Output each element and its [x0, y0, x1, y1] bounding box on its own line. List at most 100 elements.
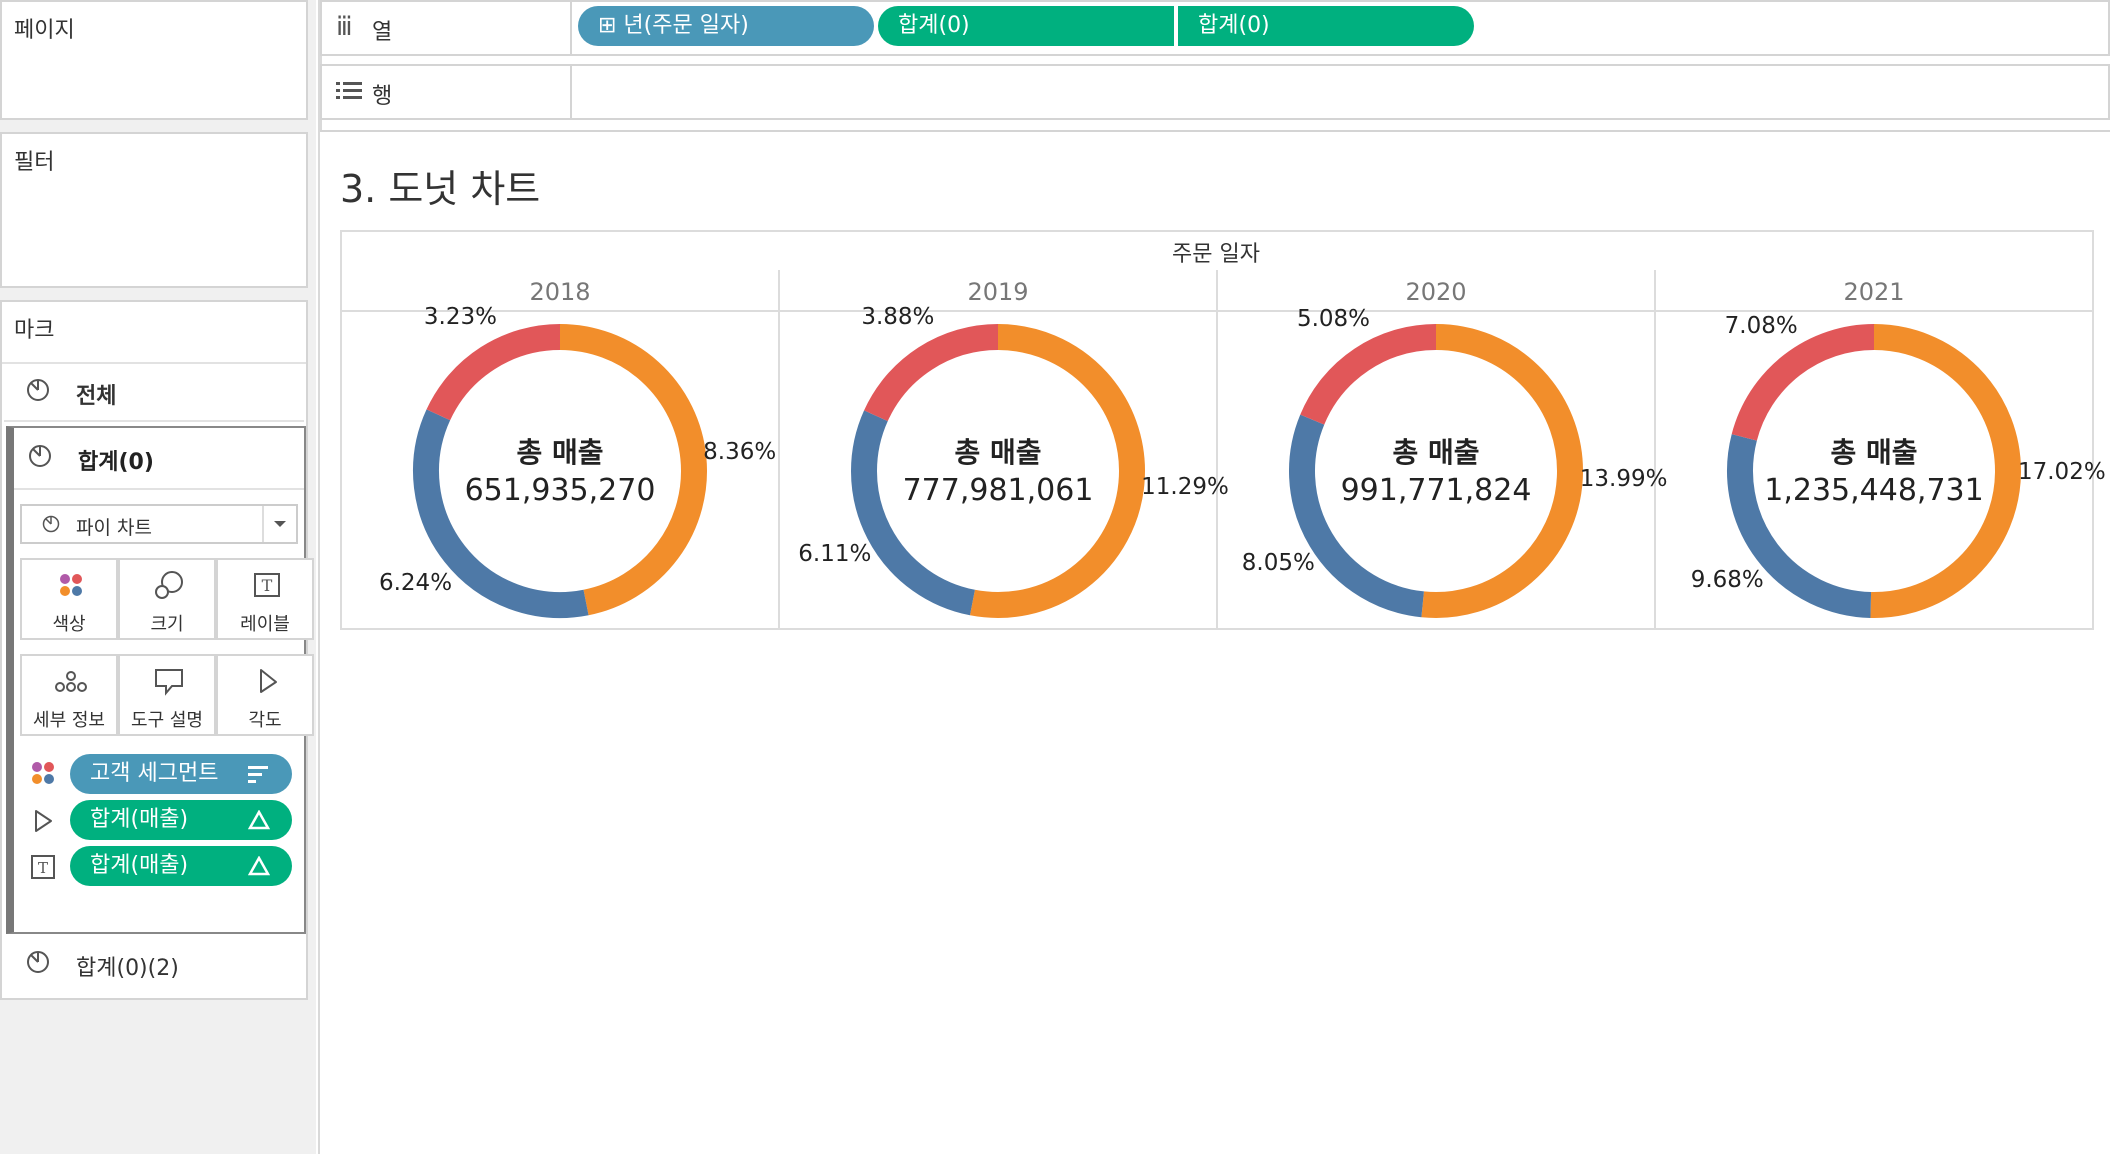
grid-vline-3: [1654, 270, 1656, 630]
donut-slice-2020-blue[interactable]: [1289, 414, 1425, 618]
marks-active-panel: 합계(0) 파이 차트 색상: [6, 426, 314, 934]
grid-vline-1: [778, 270, 780, 630]
marks-active-row[interactable]: 합계(0): [14, 428, 304, 490]
donut-slice-2018-red[interactable]: [426, 324, 561, 421]
size-card[interactable]: 크기: [118, 558, 216, 640]
columns-label: 열: [372, 20, 393, 45]
slice-label-2018-red: 3.23%: [423, 303, 497, 330]
sheet-canvas: [320, 130, 2110, 1156]
rows-shelf-label: 행: [322, 66, 572, 118]
field-pill-sum-sales-label[interactable]: 합계(매출): [70, 846, 292, 886]
column-pill-sum-2[interactable]: 합계(0): [1178, 6, 1474, 46]
year-label-2019: 2019: [967, 278, 1029, 306]
slice-label-2021-blue: 9.68%: [1690, 566, 1764, 593]
filters-card[interactable]: 필터: [0, 132, 308, 288]
center-title-2019: 총 매출: [954, 436, 1042, 469]
slice-label-2020-red: 5.08%: [1296, 305, 1371, 332]
pie-icon: [27, 379, 49, 401]
chevron-down-icon: [274, 521, 286, 527]
slice-label-2018-orange: 8.36%: [703, 439, 777, 466]
field-pill-segment-label: 고객 세그먼트: [90, 761, 219, 786]
column-pill-sum-1[interactable]: 합계(0): [878, 6, 1174, 46]
svg-text:T: T: [262, 576, 273, 595]
pages-card[interactable]: 페이지: [0, 0, 308, 120]
slice-label-2020-orange: 13.99%: [1579, 466, 1668, 493]
pane-bottom-line: [340, 628, 2094, 630]
slice-label-2018-blue: 6.24%: [378, 569, 453, 596]
marks-active-label: 합계(0): [78, 450, 154, 475]
columns-shelf-label: ⅲ 열: [322, 2, 572, 54]
text-label-icon: T: [31, 855, 55, 879]
sheet-title: 3. 도넛 차트: [340, 167, 541, 211]
mark-type-dropdown[interactable]: 파이 차트: [20, 504, 298, 544]
size-card-label: 크기: [150, 614, 184, 635]
donut-slice-2020-orange[interactable]: [1421, 324, 1583, 618]
donut-slice-2021-orange[interactable]: [1870, 324, 2021, 618]
pie-icon: [29, 445, 51, 467]
label-card[interactable]: T 레이블: [216, 558, 314, 640]
rows-shelf[interactable]: 행: [320, 64, 2110, 120]
pie-icon: [42, 515, 60, 533]
detail-card[interactable]: 세부 정보: [20, 654, 118, 736]
center-title-2021: 총 매출: [1830, 436, 1918, 469]
marks-second-label: 합계(0)(2): [76, 956, 179, 981]
detail-dots-icon: [55, 671, 87, 692]
detail-card-label: 세부 정보: [33, 710, 105, 731]
size-icon: [155, 571, 183, 599]
label-card-label: 레이블: [240, 614, 290, 635]
color-dots-icon: [60, 574, 82, 596]
delta-icon: [248, 856, 270, 876]
marks-second-row[interactable]: 합계(0)(2): [4, 936, 304, 994]
donut-slice-2018-orange[interactable]: [559, 324, 707, 616]
delta-icon: [248, 810, 270, 830]
grid-vline-0: [340, 230, 342, 630]
svg-text:T: T: [38, 859, 48, 877]
field-pill-segment[interactable]: 고객 세그먼트: [70, 754, 292, 794]
marks-all-row[interactable]: 전체: [4, 364, 304, 422]
mark-type-value: 파이 차트: [76, 517, 152, 539]
rows-label: 행: [372, 84, 393, 109]
header-top-line: [340, 230, 2092, 232]
marks-all-label: 전체: [76, 384, 117, 409]
grid-vline-2: [1216, 270, 1218, 630]
angle-icon: [260, 669, 277, 693]
donut-slice-2021-blue[interactable]: [1727, 434, 1872, 618]
text-label-icon: T: [254, 573, 280, 597]
donut-slice-2019-orange[interactable]: [969, 324, 1145, 618]
field-pill-sum-sales-angle[interactable]: 합계(매출): [70, 800, 292, 840]
donut-slice-2018-blue[interactable]: [413, 409, 589, 618]
slice-label-2020-blue: 8.05%: [1241, 550, 1315, 577]
divider: [262, 506, 264, 542]
center-total-2019: 777,981,061: [902, 473, 1094, 508]
pages-title: 페이지: [14, 18, 75, 43]
donut-slice-2019-blue[interactable]: [851, 410, 976, 616]
slice-label-2019-red: 3.88%: [861, 304, 935, 331]
chart-header: 주문 일자: [1172, 242, 1260, 267]
center-title-2018: 총 매출: [516, 436, 604, 469]
center-total-2020: 991,771,824: [1340, 473, 1532, 508]
color-card-label: 색상: [52, 614, 86, 635]
year-label-2020: 2020: [1405, 278, 1467, 306]
angle-card-label: 각도: [248, 710, 282, 731]
year-label-2018: 2018: [529, 278, 591, 306]
grid-vline-4: [2092, 230, 2094, 630]
column-pill-year[interactable]: ⊞ 년(주문 일자): [578, 6, 874, 46]
filters-title: 필터: [14, 150, 55, 175]
angle-card[interactable]: 각도: [216, 654, 314, 736]
donut-slice-2019-red[interactable]: [864, 324, 999, 422]
donut-slice-2020-red[interactable]: [1300, 324, 1437, 425]
center-title-2020: 총 매출: [1392, 436, 1480, 469]
columns-shelf[interactable]: ⅲ 열 ⊞ 년(주문 일자) 합계(0) 합계(0): [320, 0, 2110, 56]
color-card[interactable]: 색상: [20, 558, 118, 640]
donut-slice-2021-red[interactable]: [1731, 324, 1875, 441]
tooltip-icon: [155, 669, 183, 696]
slice-label-2021-red: 7.08%: [1724, 313, 1798, 340]
columns-icon: ⅲ: [336, 12, 353, 42]
slice-label-2019-blue: 6.11%: [798, 540, 872, 567]
tooltip-card[interactable]: 도구 설명: [118, 654, 216, 736]
pie-icon: [27, 951, 49, 973]
slice-label-2019-orange: 11.29%: [1141, 474, 1229, 501]
divider: [2, 362, 306, 364]
field-pill-sum-sales-label: 합계(매출): [90, 807, 189, 832]
